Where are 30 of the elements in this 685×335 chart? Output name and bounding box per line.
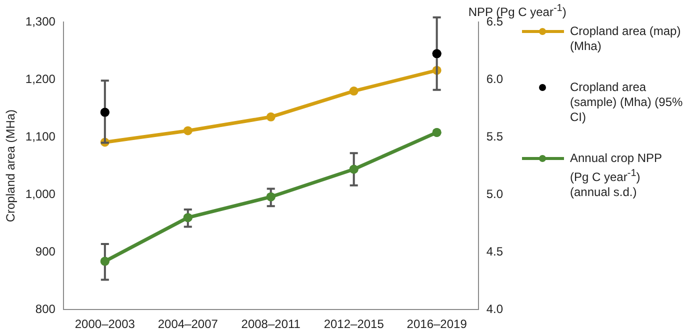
y-tick-label: 900: [35, 244, 56, 258]
point: [432, 128, 442, 137]
point: [266, 192, 276, 202]
y-tick-label: 800: [35, 302, 56, 316]
point: [100, 256, 110, 266]
y-axis-title: Cropland area (MHa): [4, 109, 18, 222]
y2-tick-label: 6.0: [486, 72, 504, 86]
point: [100, 108, 110, 117]
y2-tick-label: 5.5: [486, 129, 504, 144]
point: [183, 213, 192, 222]
point: [183, 126, 192, 136]
point: [349, 86, 358, 96]
y-tick-label: 1,200: [25, 72, 56, 86]
legend-label: Cropland area (map) (Mha): [570, 24, 682, 54]
x-tick-label: 2000–2003: [74, 317, 136, 332]
x-tick-label: 2004–2007: [158, 317, 218, 332]
legend-label: Annual crop NPP (Pg C year$^{-1}$) (annual s.d.): [570, 151, 663, 200]
y2-tick-label: 5.0: [486, 186, 504, 201]
x-tick-label: 2012–2015: [324, 317, 384, 332]
y-tick-label: 1,000: [25, 186, 56, 201]
y-tick-label: 1,300: [25, 14, 56, 28]
x-tick-label: 2008–2011: [241, 317, 301, 332]
point: [432, 49, 442, 58]
y2-tick-label: 4.5: [486, 244, 504, 258]
point: [266, 112, 276, 122]
legend-label: Cropland area (sample) (Mha) (95% CI): [570, 80, 683, 125]
y-tick-label: 1,100: [25, 129, 56, 144]
point: [349, 164, 358, 174]
x-tick-label: 2016–2019: [406, 317, 468, 332]
y2-tick-label: 4.0: [486, 302, 504, 316]
